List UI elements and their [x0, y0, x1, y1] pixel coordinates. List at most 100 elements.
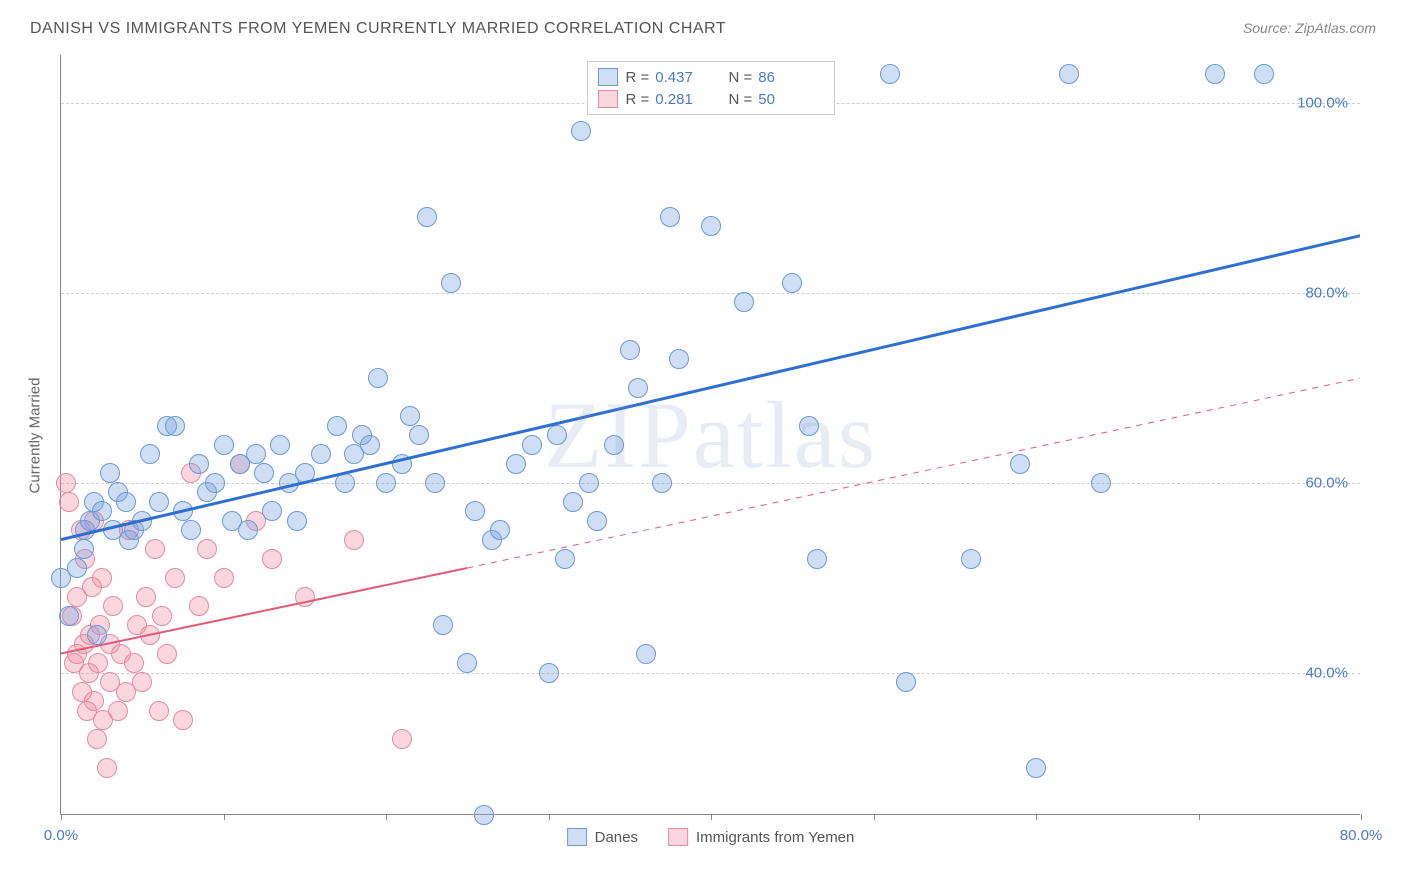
scatter-point-yemen [145, 539, 165, 559]
n-value-yemen: 50 [758, 91, 775, 108]
y-axis-label: Currently Married [27, 377, 44, 493]
x-tick-label: 0.0% [44, 827, 78, 844]
scatter-point-danes [74, 539, 94, 559]
scatter-point-danes [100, 463, 120, 483]
scatter-point-yemen [103, 596, 123, 616]
scatter-point-danes [1205, 64, 1225, 84]
scatter-point-danes [961, 549, 981, 569]
scatter-point-danes [67, 558, 87, 578]
scatter-point-danes [782, 273, 802, 293]
x-tick-mark [1361, 814, 1362, 820]
scatter-point-danes [807, 549, 827, 569]
scatter-point-danes [116, 492, 136, 512]
n-value-danes: 86 [758, 69, 775, 86]
n-prefix: N = [729, 91, 753, 108]
scatter-point-danes [205, 473, 225, 493]
scatter-point-yemen [214, 568, 234, 588]
scatter-point-danes [417, 207, 437, 227]
scatter-point-danes [587, 511, 607, 531]
scatter-point-danes [181, 520, 201, 540]
scatter-point-danes [409, 425, 429, 445]
scatter-point-danes [87, 625, 107, 645]
scatter-point-danes [1059, 64, 1079, 84]
scatter-point-danes [799, 416, 819, 436]
scatter-point-yemen [157, 644, 177, 664]
scatter-point-danes [652, 473, 672, 493]
y-tick-label: 60.0% [1305, 474, 1348, 491]
scatter-point-danes [1254, 64, 1274, 84]
legend-swatch-danes-bottom [567, 828, 587, 846]
scatter-point-yemen [87, 729, 107, 749]
scatter-point-danes [465, 501, 485, 521]
legend-swatch-yemen [598, 90, 618, 108]
scatter-point-yemen [173, 710, 193, 730]
scatter-point-yemen [392, 729, 412, 749]
scatter-point-yemen [295, 587, 315, 607]
legend-swatch-danes [598, 68, 618, 86]
scatter-point-yemen [92, 568, 112, 588]
legend-item-yemen: Immigrants from Yemen [668, 828, 854, 846]
x-tick-mark [61, 814, 62, 820]
scatter-point-danes [287, 511, 307, 531]
scatter-point-danes [132, 511, 152, 531]
x-tick-mark [549, 814, 550, 820]
r-prefix: R = [626, 91, 650, 108]
gridline [61, 673, 1360, 674]
x-tick-mark [874, 814, 875, 820]
scatter-point-danes [734, 292, 754, 312]
scatter-point-danes [880, 64, 900, 84]
scatter-point-danes [165, 416, 185, 436]
scatter-point-yemen [97, 758, 117, 778]
legend-swatch-yemen-bottom [668, 828, 688, 846]
scatter-point-yemen [56, 473, 76, 493]
scatter-point-danes [433, 615, 453, 635]
legend-label-danes: Danes [595, 829, 638, 846]
x-tick-mark [711, 814, 712, 820]
y-tick-label: 80.0% [1305, 284, 1348, 301]
scatter-point-yemen [152, 606, 172, 626]
scatter-point-yemen [108, 701, 128, 721]
scatter-point-danes [327, 416, 347, 436]
scatter-point-danes [400, 406, 420, 426]
scatter-point-danes [376, 473, 396, 493]
source-name: ZipAtlas.com [1295, 20, 1376, 36]
scatter-point-yemen [197, 539, 217, 559]
r-value-yemen: 0.281 [655, 91, 693, 108]
r-prefix: R = [626, 69, 650, 86]
chart-title: DANISH VS IMMIGRANTS FROM YEMEN CURRENTL… [30, 20, 726, 38]
scatter-point-danes [636, 644, 656, 664]
n-prefix: N = [729, 69, 753, 86]
source-attribution: Source: ZipAtlas.com [1243, 20, 1376, 36]
scatter-point-danes [92, 501, 112, 521]
x-tick-mark [224, 814, 225, 820]
scatter-point-danes [896, 672, 916, 692]
scatter-point-danes [547, 425, 567, 445]
scatter-point-yemen [344, 530, 364, 550]
scatter-point-danes [457, 653, 477, 673]
scatter-point-danes [254, 463, 274, 483]
scatter-point-danes [441, 273, 461, 293]
scatter-point-yemen [136, 587, 156, 607]
scatter-point-danes [1026, 758, 1046, 778]
scatter-point-danes [140, 444, 160, 464]
scatter-point-yemen [88, 653, 108, 673]
legend-label-yemen: Immigrants from Yemen [696, 829, 854, 846]
trend-line [61, 568, 467, 654]
source-label: Source: [1243, 20, 1295, 36]
scatter-point-yemen [262, 549, 282, 569]
scatter-point-danes [295, 463, 315, 483]
trend-line [61, 236, 1360, 540]
series-legend: Danes Immigrants from Yemen [567, 828, 855, 846]
x-tick-mark [1199, 814, 1200, 820]
scatter-point-yemen [149, 701, 169, 721]
scatter-point-danes [571, 121, 591, 141]
scatter-point-yemen [59, 492, 79, 512]
scatter-point-yemen [165, 568, 185, 588]
trend-line [467, 378, 1360, 568]
scatter-point-danes [189, 454, 209, 474]
scatter-point-yemen [124, 653, 144, 673]
scatter-point-danes [360, 435, 380, 455]
scatter-point-danes [539, 663, 559, 683]
scatter-point-danes [1091, 473, 1111, 493]
y-tick-label: 40.0% [1305, 664, 1348, 681]
